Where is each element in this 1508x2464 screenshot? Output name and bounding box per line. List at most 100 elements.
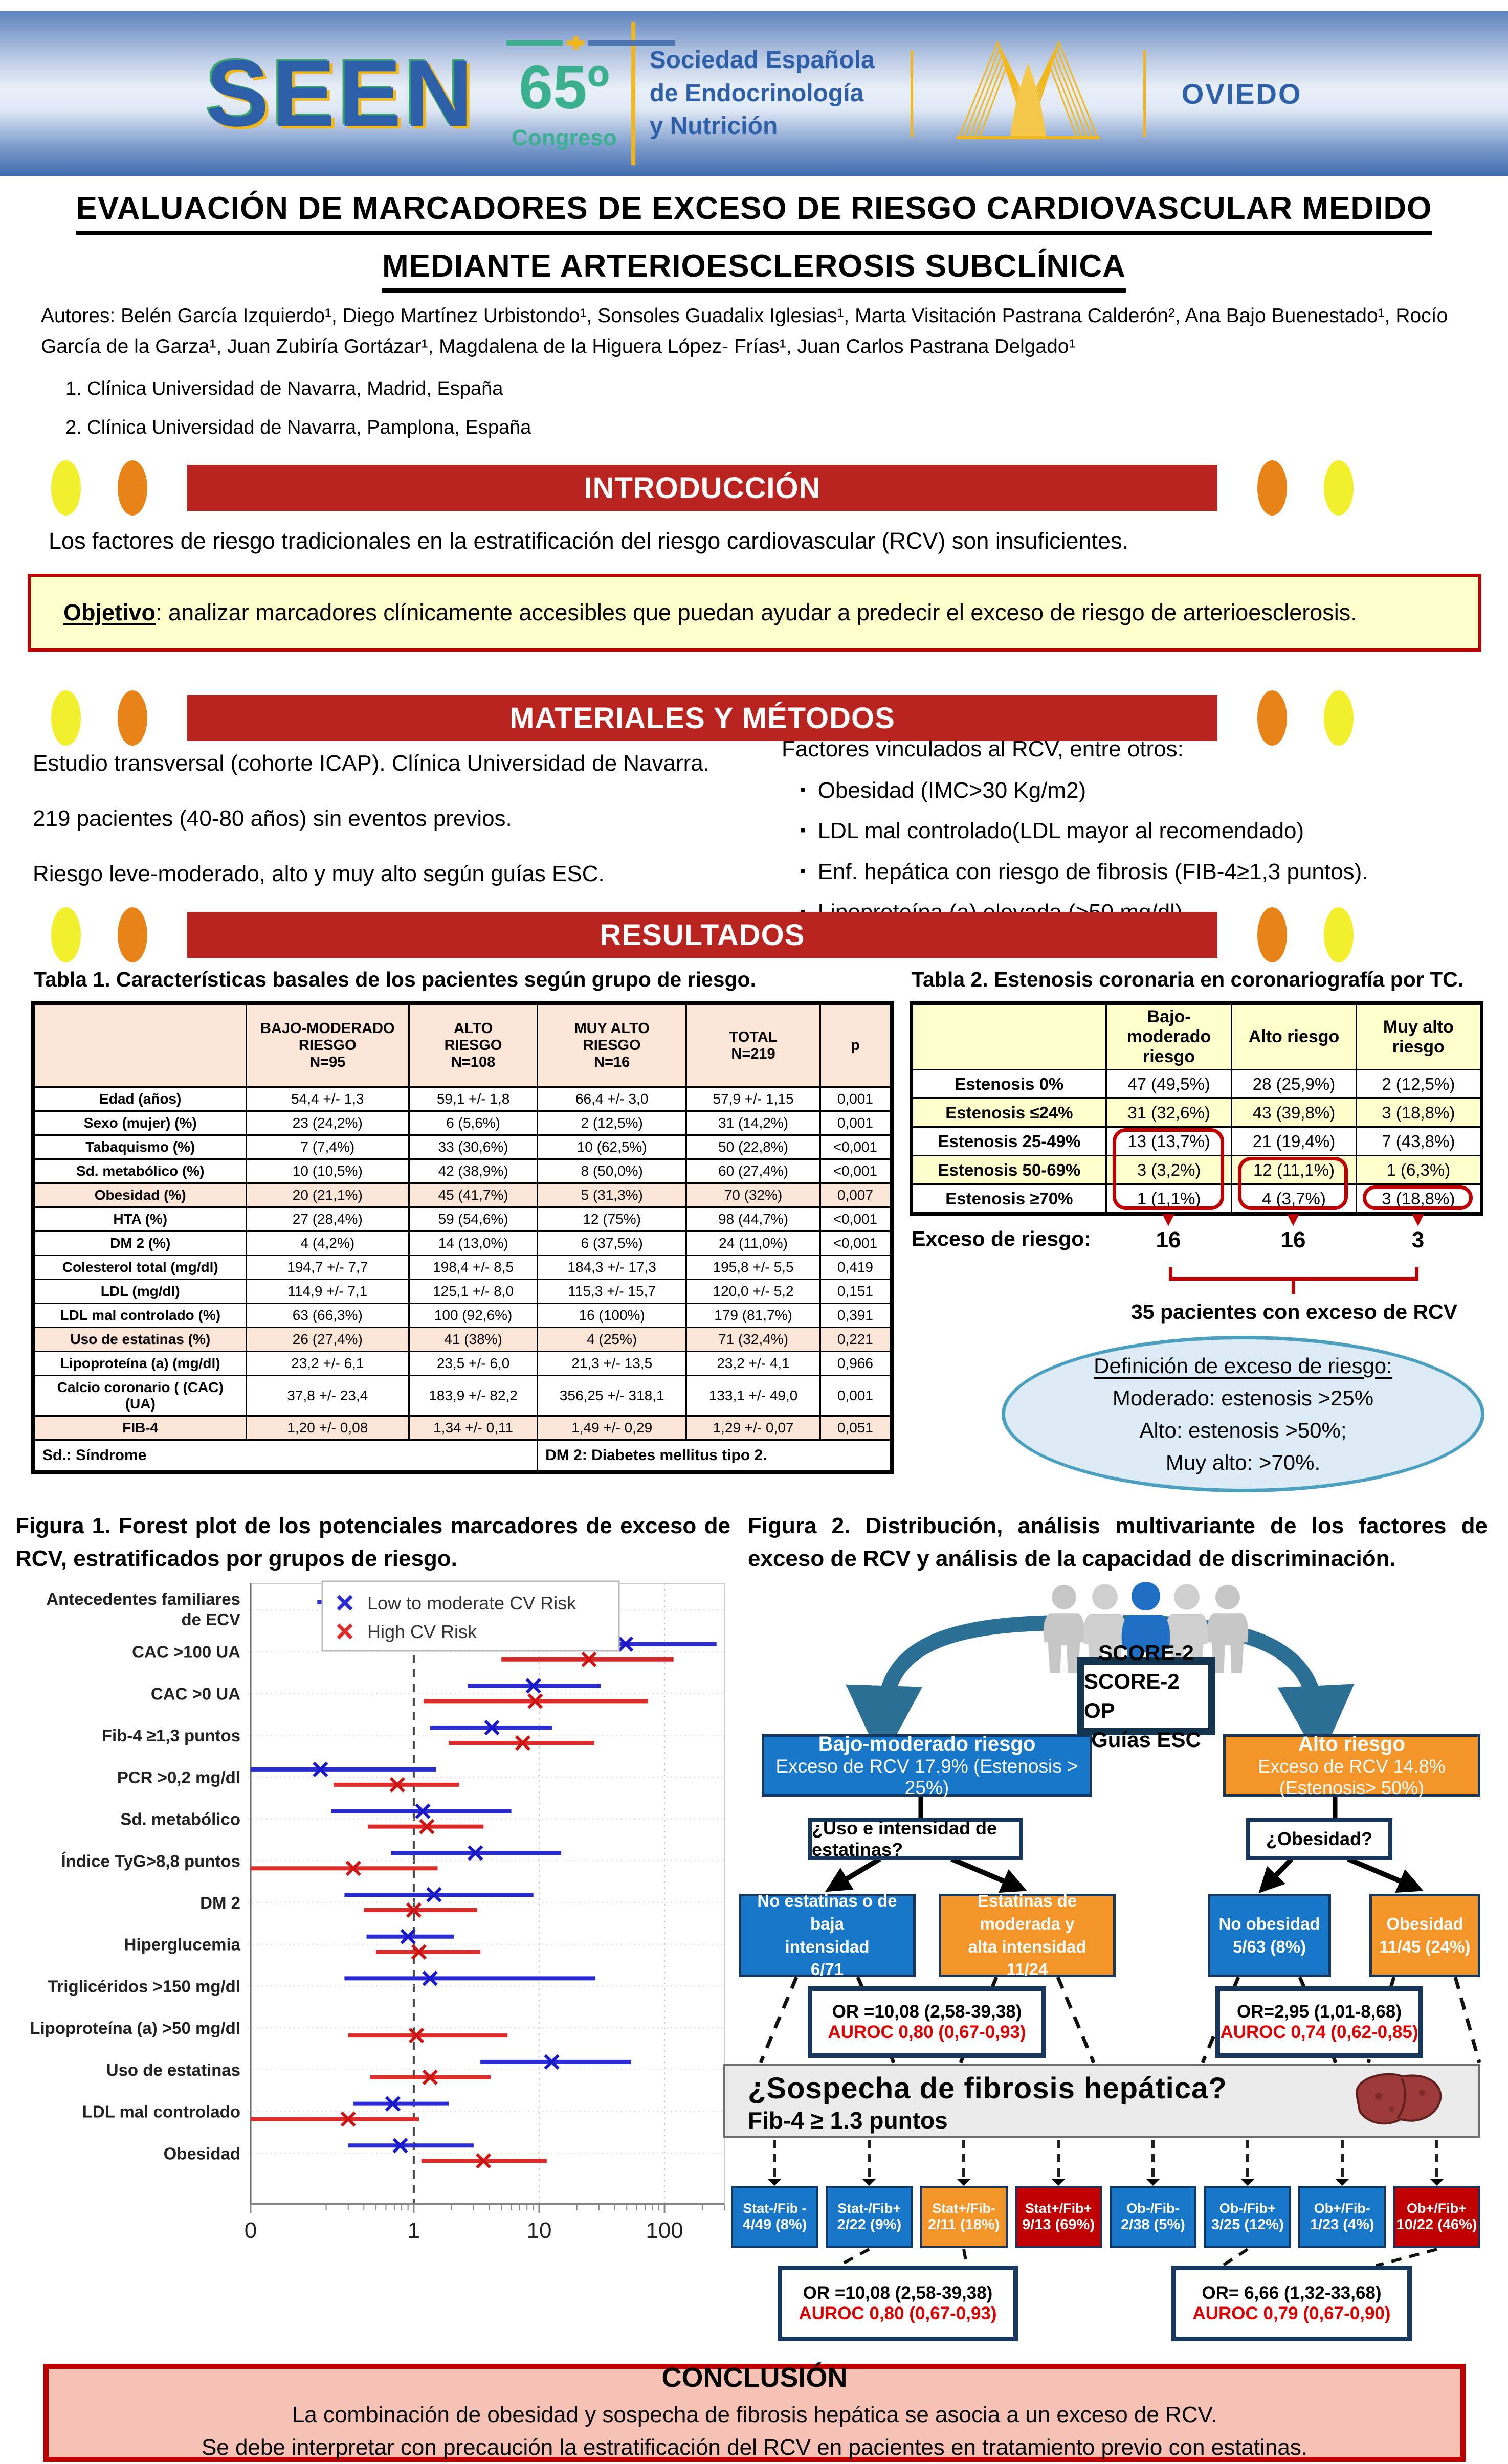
svg-text:LDL mal controlado: LDL mal controlado <box>82 2102 240 2121</box>
divider <box>631 22 635 165</box>
objetivo-box: Objetivo: analizar marcadores clínicamen… <box>28 574 1481 652</box>
excess-risk-row: Exceso de riesgo: ▼ 16 ▼ 16 ▼ 3 <box>912 1208 1481 1253</box>
deco-ellipse <box>51 907 81 962</box>
table-row: Calcio coronario ( (CAC) (UA) 37,8 +/- 23… <box>34 1375 892 1417</box>
svg-text:1: 1 <box>408 2218 420 2243</box>
svg-text:CAC >100 UA: CAC >100 UA <box>132 1643 240 1662</box>
down-arrow-icon: ▼ <box>1408 1208 1428 1230</box>
table-row: HTA (%) 27 (28,4%) 59 (54,6%) 12 (75%) 98 (4… <box>34 1206 892 1232</box>
table1-caption: Tabla 1. Características basales de los … <box>34 968 756 991</box>
fig2-bottom-row: Stat-/Fib -4/49 (8%) Stat-/Fib+ 2/22 (9%) S… <box>731 2186 1480 2248</box>
deco-ellipse <box>118 690 147 746</box>
deco-ellipse <box>1257 907 1287 962</box>
deco-ellipse <box>1257 690 1287 746</box>
congress-number: 65º <box>519 53 610 122</box>
materials-paragraph: Riesgo leve-moderado, alto y muy alto se… <box>33 861 605 886</box>
definition-line: Moderado: estenosis >25% <box>1112 1386 1374 1410</box>
table-row: LDL (mg/dl) 114,9 +/- 7,1 125,1 +/- 8,0 115… <box>34 1279 892 1304</box>
table-footnote-row: Sd.: Síndrome DM 2: Diabetes mellitus tip… <box>33 1439 891 1471</box>
materials-bullet: ▪ LDL mal controlado(LDL mayor al recomen… <box>800 816 1498 846</box>
square-bullet-icon: ▪ <box>800 897 806 927</box>
objetivo-label: Objetivo <box>63 599 156 625</box>
poster-title: EVALUACIÓN DE MARCADORES DE EXCESO DE RI… <box>0 190 1508 306</box>
section-title-resultados: RESULTADOS <box>187 912 1217 958</box>
table-row: LDL mal controlado (%) 63 (66,3%) 100 (92,… <box>34 1303 892 1328</box>
materials-paragraph: 219 pacientes (40-80 años) sin eventos p… <box>33 806 512 831</box>
liver-icon <box>1355 2073 1442 2125</box>
title-line-1: EVALUACIÓN DE MARCADORES DE EXCESO DE RI… <box>76 190 1432 235</box>
society-name: Sociedad Española de Endocrinología y Nu… <box>649 46 875 140</box>
deco-ellipse <box>1324 460 1354 516</box>
divider <box>910 50 913 137</box>
outcome-box: Ob-/Fib- 2/38 (5%) <box>1109 2186 1197 2248</box>
figure2-caption: Figura 2. Distribución, análisis multiva… <box>748 1513 1488 1571</box>
excess-risk-label: Exceso de riesgo: <box>912 1227 1091 1250</box>
affiliation-line: 2. Clínica Universidad de Navarra, Pampl… <box>65 417 531 438</box>
excess-value: ▼ 16 <box>1106 1209 1231 1253</box>
branch-box-obesity: Obesidad 11/45 (24%) <box>1369 1894 1480 1977</box>
figure1-caption: Figura 1. Forest plot de los potenciales… <box>15 1513 730 1571</box>
or-box-bottom-left: OR =10,08 (2,58-39,38) AUROC 0,80 (0,67-… <box>778 2266 1018 2341</box>
congress-word: Congreso <box>512 125 617 150</box>
forest-plot-svg: Antecedentes familiares de ECV CAC >100 UA… <box>30 1580 725 2243</box>
materials-left-column: Estudio transversal (cohorte ICAP). Clín… <box>33 751 749 916</box>
affiliations: 1. Clínica Universidad de Navarra, Madri… <box>65 369 1447 447</box>
results-banner: RESULTADOS <box>0 906 1508 964</box>
deco-ellipse <box>1257 460 1287 516</box>
svg-text:Antecedentes familiares: Antecedentes familiares <box>46 1589 240 1608</box>
table2-coronary-stenosis: Bajo- moderado riesgo Alto riesgo Muy alto… <box>910 1001 1483 1216</box>
conclusion-title: CONCLUSIÓN <box>661 2362 848 2393</box>
svg-text:0: 0 <box>245 2218 257 2243</box>
city-name: OVIEDO <box>1181 77 1302 110</box>
table-row: Estenosis ≥70% 1 (1,1%) 4 (3,7%) 3 (18,8%) <box>912 1183 1482 1214</box>
materials-paragraph: Estudio transversal (cohorte ICAP). Clín… <box>33 751 709 776</box>
square-bullet-icon: ▪ <box>800 862 806 880</box>
materials-bullet: ▪ Enf. hepática con riesgo de fibrosis (F… <box>800 857 1498 887</box>
branch-box-no-obesity: No obesidad 5/63 (8%) <box>1208 1894 1331 1977</box>
header-banner: SEEN 65º Congreso Sociedad Española de E… <box>0 11 1508 176</box>
excess-bracket <box>1169 1267 1418 1281</box>
outcome-box: Stat-/Fib+ 2/22 (9%) <box>825 2186 913 2248</box>
table-row: Edad (años) 54,4 +/- 1,3 59,1 +/- 1,8 66,4 … <box>34 1086 892 1112</box>
svg-text:Obesidad: Obesidad <box>164 2144 240 2163</box>
definition-line: Muy alto: >70%. <box>1165 1450 1321 1474</box>
table-row: Tabaquismo (%) 7 (7,4%) 33 (30,6%) 10 (62,5… <box>34 1134 892 1160</box>
or-box-bottom-right: OR= 6,66 (1,32-33,68) AUROC 0,79 (0,67-0… <box>1171 2266 1412 2341</box>
down-arrow-icon: ▼ <box>1283 1208 1303 1230</box>
high-risk-box: Alto riesgo Exceso de RCV 14.8% (Estenos… <box>1223 1733 1480 1798</box>
obesity-question-box: ¿Obesidad? <box>1246 1818 1392 1860</box>
divider <box>1143 50 1146 137</box>
table-row: Estenosis 0% 47 (49,5%) 28 (25,9%) 2 (12,5%… <box>912 1069 1482 1099</box>
deco-ellipse <box>51 690 81 746</box>
section-title-materiales: MATERIALES Y MÉTODOS <box>187 695 1217 741</box>
table-row: Sexo (mujer) (%) 23 (24,2%) 6 (5,6%) 2 (12,… <box>34 1110 892 1136</box>
excess-bracket-stub <box>1292 1281 1295 1294</box>
conclusion-line-1: La combinación de obesidad y sospecha de… <box>292 2402 1217 2428</box>
seen-logo-text: SEEN <box>206 40 476 146</box>
congress-logo: 65º Congreso Sociedad Española de Endocr… <box>506 22 875 165</box>
materials-bullet: ▪ Obesidad (IMC>30 Kg/m2) <box>800 775 1498 805</box>
materials-right-title: Factores vinculados al RCV, entre otros: <box>782 736 1184 761</box>
excess-value: ▼ 3 <box>1356 1208 1480 1253</box>
svg-text:Lipoproteína (a) >50 mg/dl: Lipoproteína (a) >50 mg/dl <box>30 2019 240 2037</box>
table-header-row: BAJO-MODERADO RIESGO N=95 ALTO RIESGO N=1… <box>34 1003 892 1088</box>
score2-box: SCORE-2 SCORE-2 OP Guías ESC <box>1077 1641 1215 1752</box>
congress-deco-lines <box>506 36 676 50</box>
statin-question-box: ¿Uso e intensidad de estatinas? <box>808 1818 1023 1860</box>
definition-line: Alto: estenosis >50%; <box>1139 1418 1347 1442</box>
table-row: Lipoproteína (a) (mg/dl) 23,2 +/- 6,1 23,5… <box>34 1351 892 1376</box>
svg-text:10: 10 <box>526 2218 551 2243</box>
outcome-box: Ob+/Fib- 1/23 (4%) <box>1298 2186 1386 2248</box>
fibrosis-banner: ¿Sospecha de fibrosis hepática? Fib-4 ≥ … <box>723 2064 1480 2138</box>
table-row: Sd. metabólico (%) 10 (10,5%) 42 (38,9%) 8 … <box>34 1158 892 1184</box>
seen-logo: SEEN <box>206 32 476 155</box>
svg-text:Fib-4 ≥1,3 puntos: Fib-4 ≥1,3 puntos <box>102 1726 240 1745</box>
table2-wrapper: Bajo- moderado riesgo Alto riesgo Muy alto… <box>910 1001 1483 1216</box>
low-moderate-risk-box: Bajo-moderado riesgo Exceso de RCV 17.9%… <box>762 1733 1092 1798</box>
table-row: Colesterol total (mg/dl) 194,7 +/- 7,7 198… <box>34 1255 892 1280</box>
outcome-box: Ob+/Fib+ 10/22 (46%) <box>1393 2186 1480 2248</box>
svg-text:CAC >0 UA: CAC >0 UA <box>151 1684 240 1703</box>
square-bullet-icon: ▪ <box>800 822 806 839</box>
excess-total: 35 pacientes con exceso de RCV <box>1130 1300 1458 1324</box>
